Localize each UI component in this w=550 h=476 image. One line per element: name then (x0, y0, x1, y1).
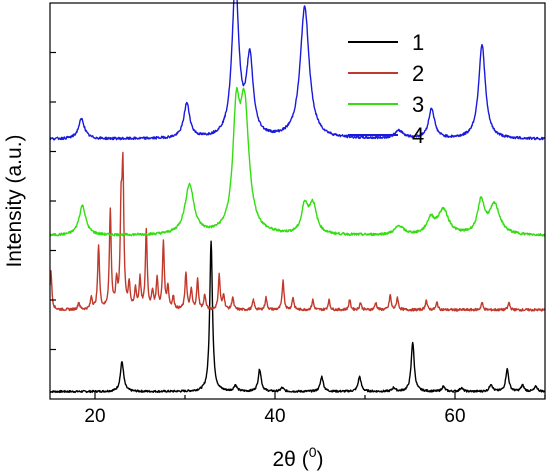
x-tick-label-40: 40 (264, 406, 285, 427)
legend-label-1: 1 (412, 30, 424, 55)
series-line-2 (49, 151, 546, 312)
x-axis-label-main: 2θ ( (273, 448, 309, 471)
x-tick-label-20: 20 (84, 406, 105, 427)
ticks-layer: 20 40 60 (50, 51, 546, 427)
series-line-4 (49, 0, 546, 141)
legend-label-3: 3 (412, 92, 424, 117)
legend-label-2: 2 (412, 61, 424, 86)
x-axis-label-unit: 0 (309, 444, 317, 460)
y-axis-label: Intensity (a.u.) (3, 134, 26, 267)
series-line-1 (49, 240, 546, 394)
series-layer (49, 0, 546, 394)
legend: 1 2 3 4 (348, 30, 424, 148)
x-axis-label: 2θ (0) (273, 444, 324, 471)
series-line-3 (49, 86, 546, 237)
legend-label-4: 4 (412, 123, 424, 148)
x-axis-label-close: ) (316, 448, 323, 471)
x-tick-label-60: 60 (444, 406, 465, 427)
